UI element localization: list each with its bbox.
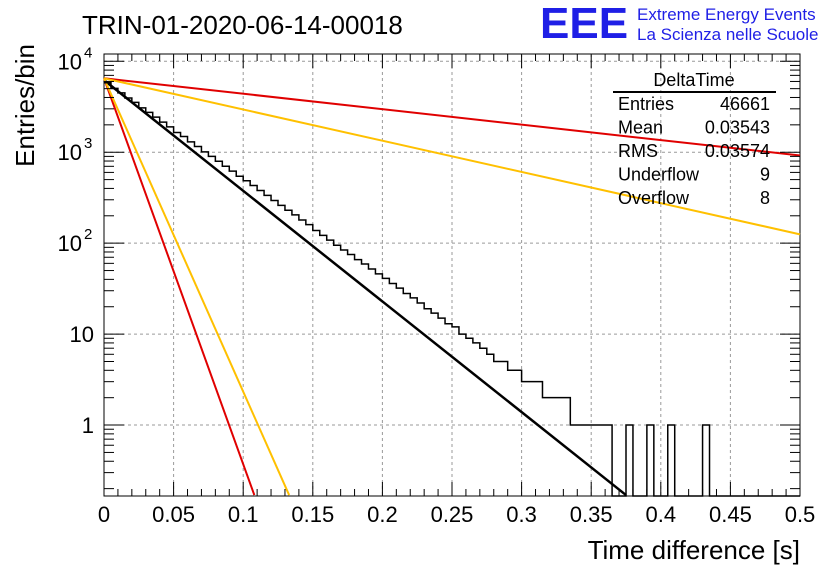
x-tick-label: 0.35	[570, 502, 613, 527]
y-tick-label: 10	[70, 322, 94, 347]
histogram-step	[104, 82, 800, 497]
x-tick-label: 0.5	[785, 502, 816, 527]
stats-label: Underflow	[618, 165, 700, 185]
fit-line	[103, 77, 801, 157]
stats-value: 0.03543	[705, 118, 770, 138]
fit-line	[103, 77, 256, 496]
stats-title: DeltaTime	[653, 70, 734, 90]
eee-logo: EEE Extreme Energy Events La Scienza nel…	[540, 0, 818, 48]
y-tick-label: 10	[58, 49, 82, 74]
y-tick-exponent: 4	[84, 44, 92, 61]
stats-rows: Entries 46661 Mean 0.03543 RMS 0.03574Underfl…	[618, 94, 770, 208]
histogram-bars	[104, 82, 800, 497]
stats-value: 8	[760, 188, 770, 208]
x-tick-label: 0.2	[367, 502, 398, 527]
x-tick-label: 0.15	[291, 502, 334, 527]
x-tick-label: 0.05	[152, 502, 195, 527]
fit-line	[103, 77, 801, 236]
fit-line	[103, 79, 627, 497]
x-tick-label: 0	[98, 502, 110, 527]
fit-lines	[103, 77, 801, 497]
x-tick-label: 0.25	[431, 502, 474, 527]
x-tick-label: 0.4	[646, 502, 677, 527]
y-tick-exponent: 2	[84, 226, 92, 243]
logo-line2: La Scienza nelle Scuole	[637, 25, 818, 44]
x-tick-labels: 0 0.05 0.1 0.15 0.2 0.25 0.3 0.35 0.4 0.45 0.5	[98, 502, 815, 527]
y-tick-label: 10	[58, 140, 82, 165]
y-axis-label: Entries/bin	[10, 44, 40, 167]
axis-ticks	[103, 54, 801, 496]
stats-label: Overflow	[618, 188, 690, 208]
stats-value: 9	[760, 165, 770, 185]
logo-mark: EEE	[540, 0, 628, 48]
stats-label: RMS	[618, 141, 658, 161]
grid-lines	[104, 54, 800, 496]
x-tick-label: 0.3	[506, 502, 537, 527]
y-tick-label: 10	[58, 231, 82, 256]
stats-value: 0.03574	[705, 141, 770, 161]
x-tick-label: 0.1	[228, 502, 259, 527]
stats-box: DeltaTime Entries 46661 Mean 0.03543 RMS 0.03…	[613, 70, 776, 208]
fit-line	[103, 77, 291, 496]
stats-value: 46661	[720, 94, 770, 114]
y-tick-label: 1	[82, 413, 94, 438]
y-tick-exponent: 3	[84, 135, 92, 152]
stats-label: Entries	[618, 94, 674, 114]
chart-title: TRIN-01-2020-06-14-00018	[82, 10, 403, 40]
logo-line1: Extreme Energy Events	[637, 5, 816, 24]
x-tick-label: 0.45	[709, 502, 752, 527]
stats-label: Mean	[618, 118, 663, 138]
x-axis-label: Time difference [s]	[588, 535, 800, 565]
